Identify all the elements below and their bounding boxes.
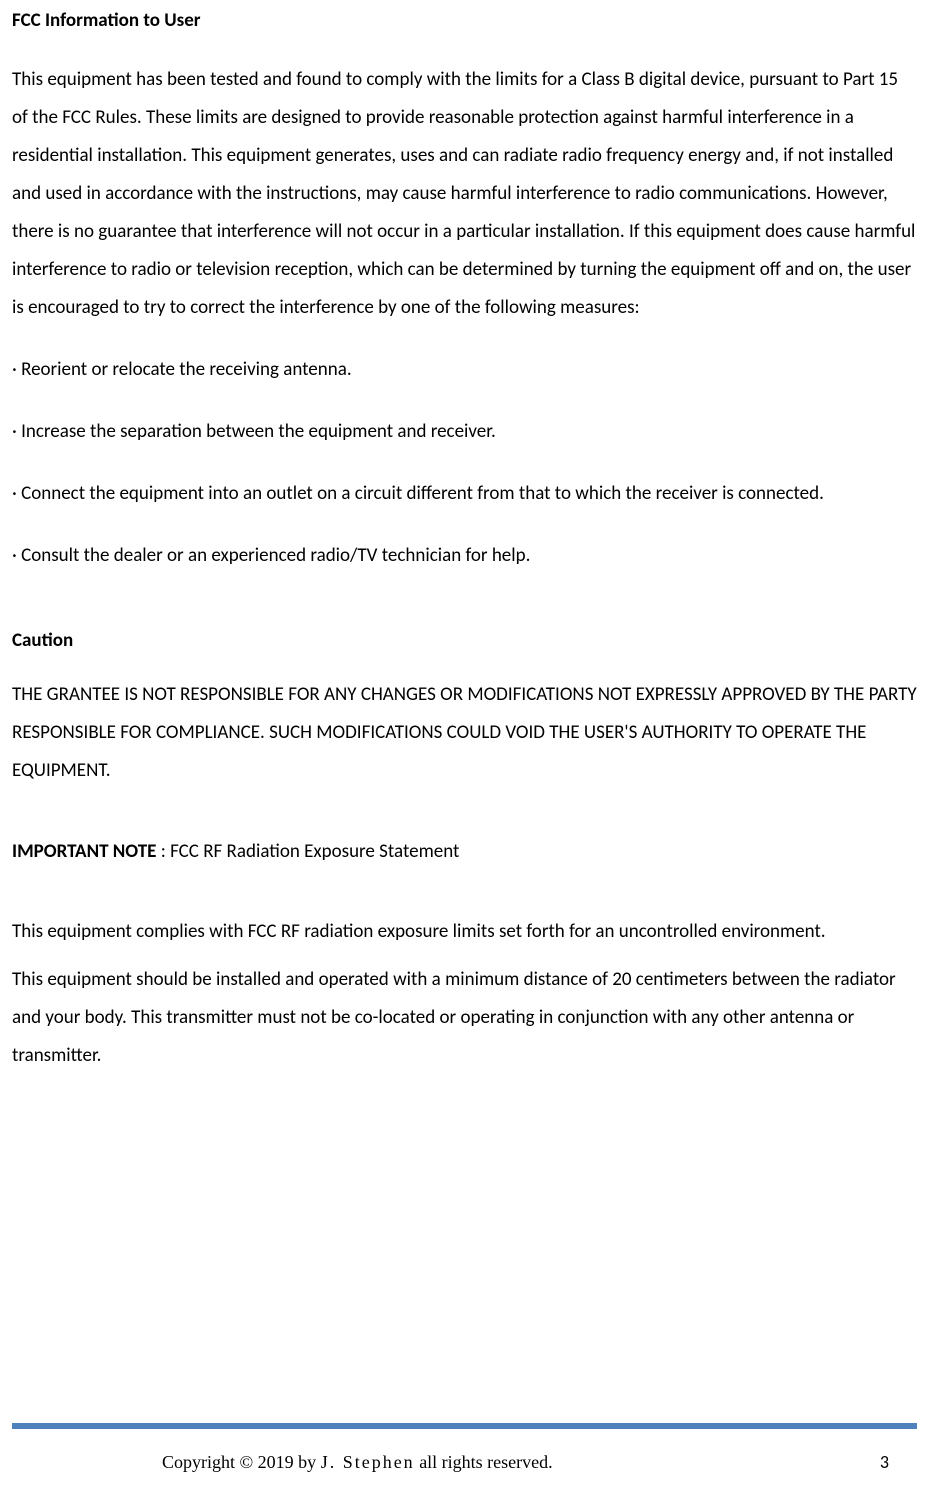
bullet-outlet: · Connect the equipment into an outlet o… (12, 475, 917, 513)
footer-line: Copyright © 2019 by J. Stephen all right… (12, 1451, 917, 1473)
document-content: FCC Information to User This equipment h… (12, 8, 917, 1075)
bullet-reorient: · Reorient or relocate the receiving ant… (12, 351, 917, 389)
para-compliance-1: This equipment complies with FCC RF radi… (12, 913, 917, 951)
important-note-bold: IMPORTANT NOTE (12, 840, 156, 863)
bullet-consult: · Consult the dealer or an experienced r… (12, 537, 917, 575)
copyright-suffix: all rights reserved. (415, 1452, 553, 1472)
para-fcc-intro: This equipment has been tested and found… (12, 61, 917, 327)
page-number: 3 (880, 1451, 889, 1473)
copyright-prefix: Copyright © 2019 by (162, 1452, 321, 1472)
heading-caution: Caution (12, 629, 917, 652)
copyright-text: Copyright © 2019 by J. Stephen all right… (162, 1452, 553, 1473)
important-note-line: IMPORTANT NOTE : FCC RF Radiation Exposu… (12, 840, 917, 863)
bullet-separation: · Increase the separation between the eq… (12, 413, 917, 451)
heading-fcc-info: FCC Information to User (12, 8, 917, 35)
important-note-rest: : FCC RF Radiation Exposure Statement (156, 840, 459, 863)
footer-rule (12, 1423, 917, 1429)
copyright-name: J. Stephen (321, 1452, 415, 1472)
para-caution: THE GRANTEE IS NOT RESPONSIBLE FOR ANY C… (12, 676, 917, 790)
para-compliance-2: This equipment should be installed and o… (12, 961, 917, 1075)
